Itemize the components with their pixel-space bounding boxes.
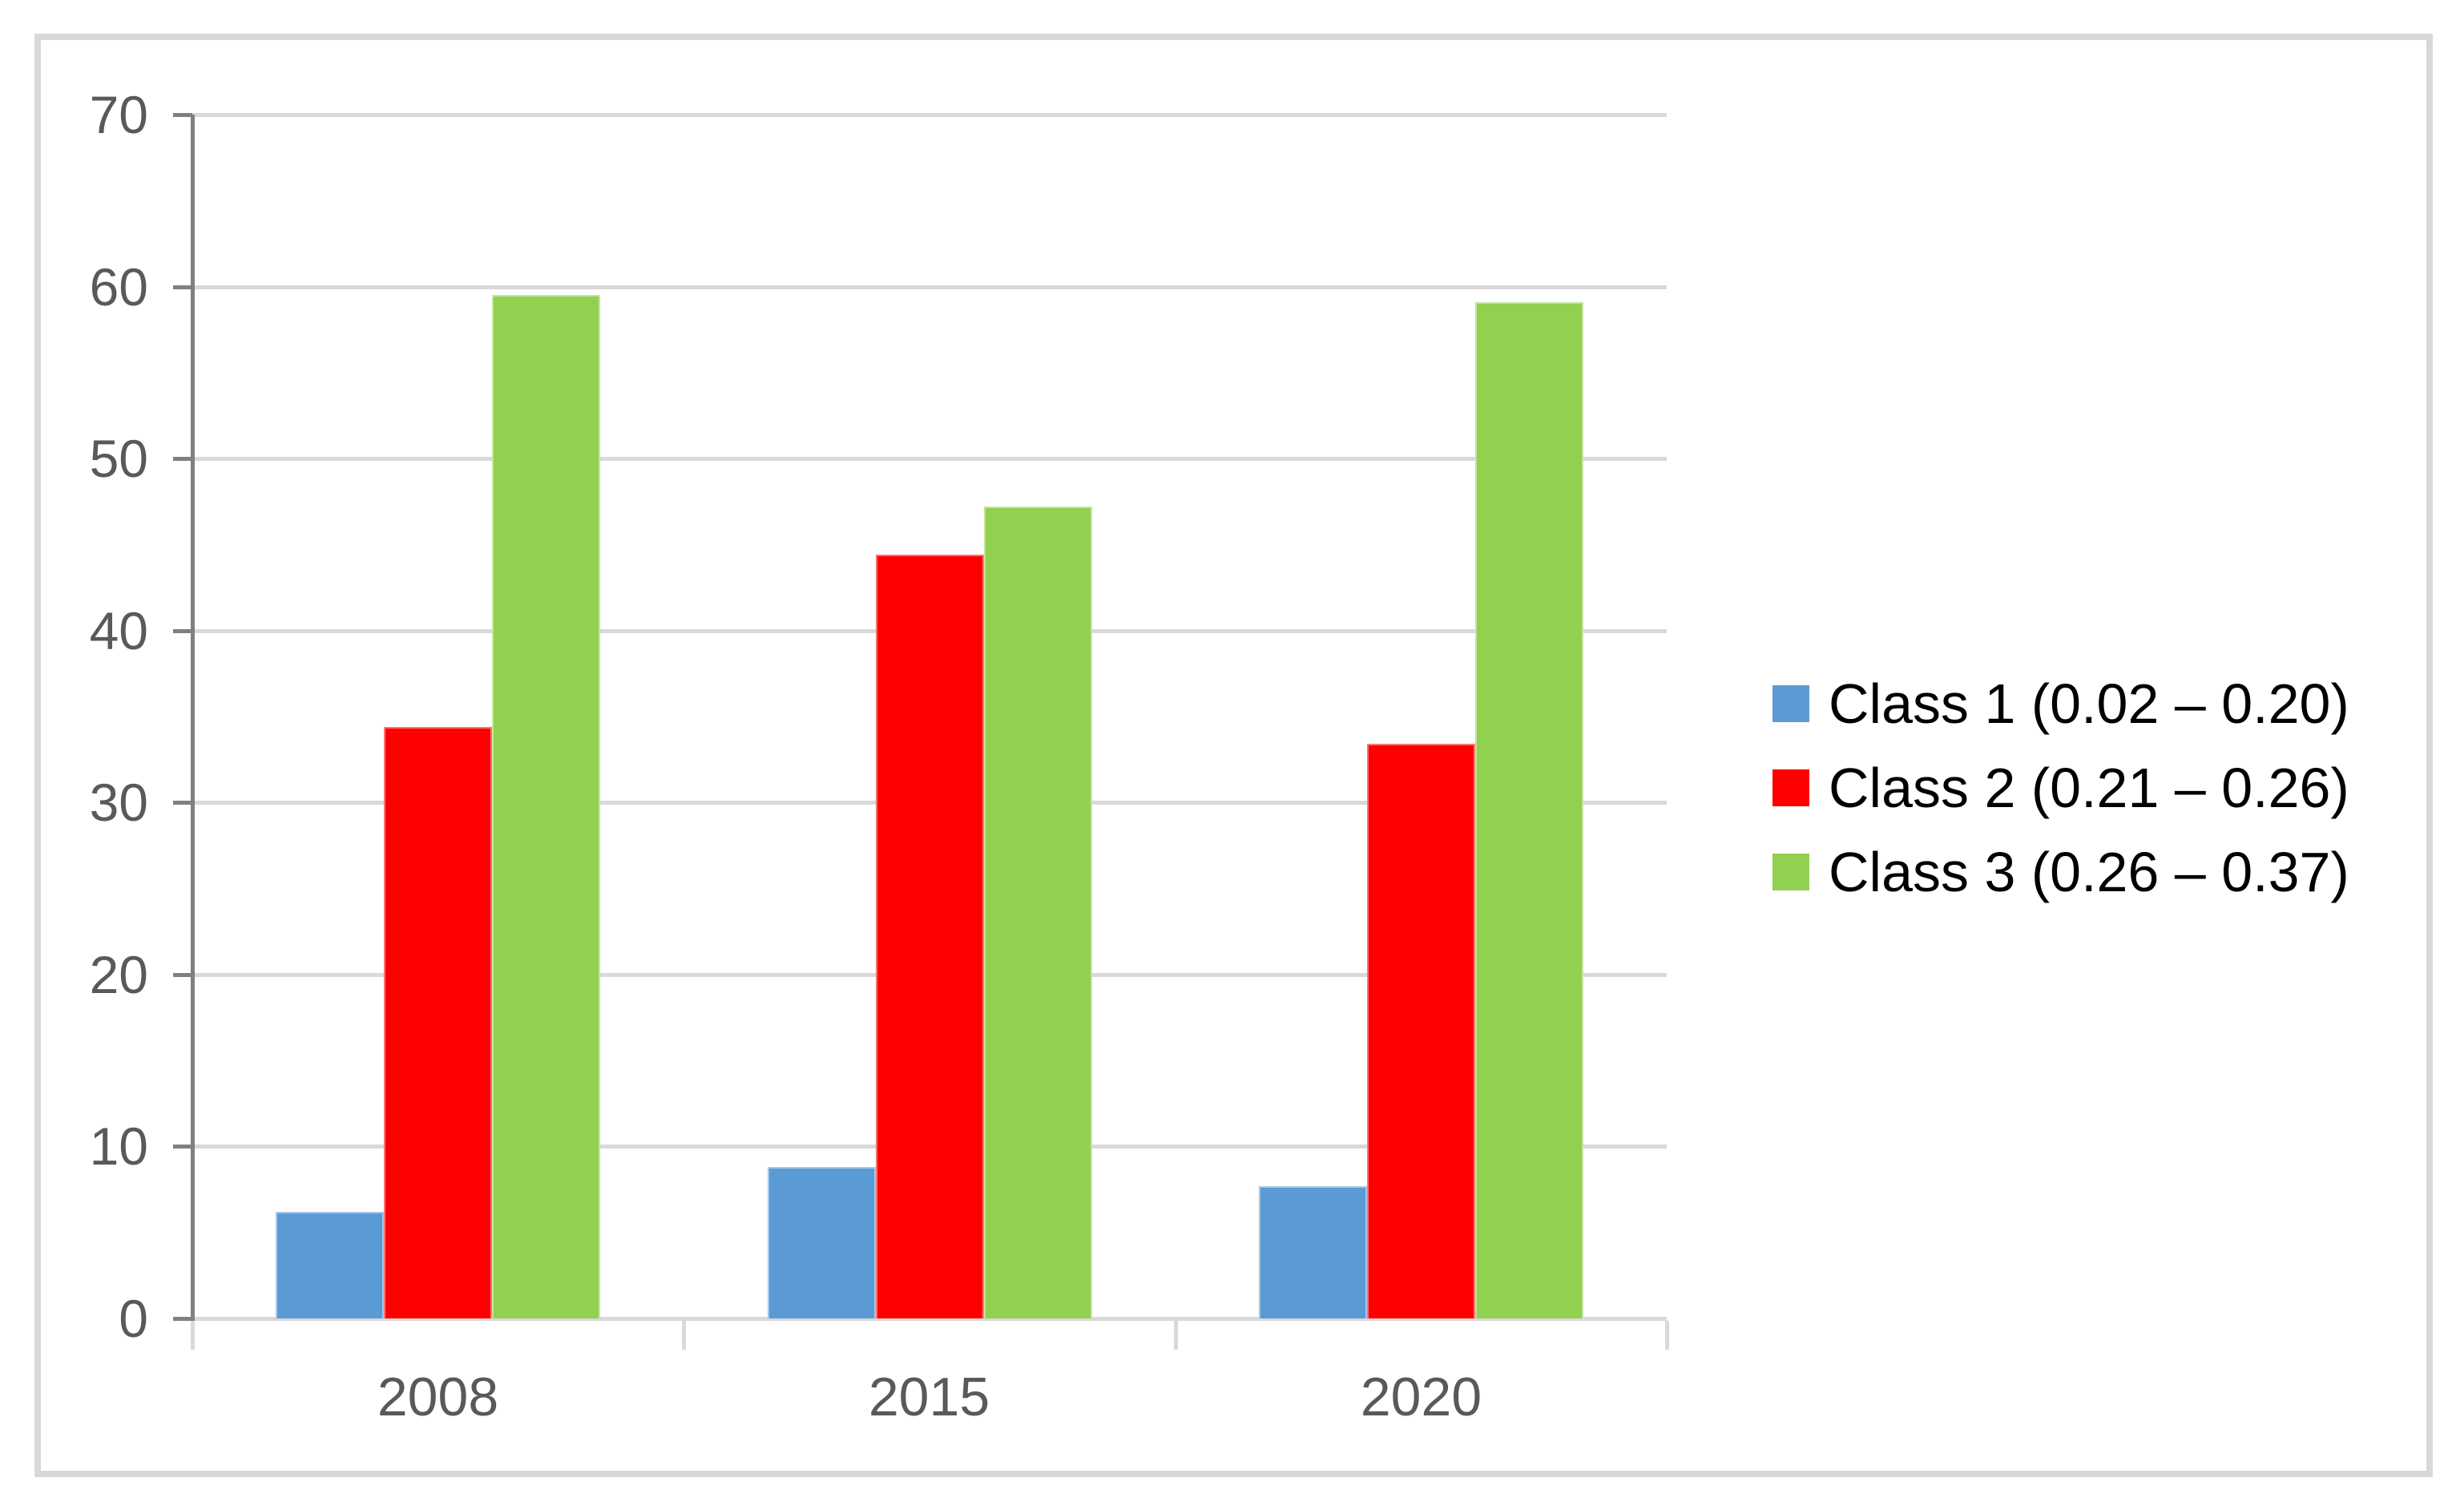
x-axis-tick <box>1174 1321 1178 1350</box>
x-axis-tick <box>682 1321 686 1350</box>
bar-2008-series-2[interactable] <box>384 727 492 1318</box>
gridline <box>192 113 1667 117</box>
y-axis-tick <box>173 629 192 633</box>
y-axis-tick <box>173 1317 192 1321</box>
y-axis-tick <box>173 457 192 461</box>
legend-swatch-icon <box>1772 769 1809 806</box>
y-axis-label: 50 <box>89 429 148 488</box>
y-axis-label: 30 <box>89 773 148 832</box>
y-axis-label: 70 <box>89 85 148 144</box>
y-axis-label: 20 <box>89 945 148 1004</box>
legend-label: Class 1 (0.02 – 0.20) <box>1829 672 2349 735</box>
x-axis-line <box>192 1317 1667 1321</box>
bar-2015-series-3[interactable] <box>984 507 1092 1318</box>
x-axis-tick <box>1665 1321 1669 1350</box>
gridline <box>192 457 1667 461</box>
bar-2020-series-2[interactable] <box>1367 744 1475 1318</box>
legend-swatch-icon <box>1772 854 1809 890</box>
legend-swatch-icon <box>1772 685 1809 722</box>
x-axis-tick <box>191 1321 195 1350</box>
x-axis-label: 2008 <box>377 1367 499 1427</box>
y-axis-tick <box>173 113 192 117</box>
y-axis-tick <box>173 973 192 977</box>
legend-label: Class 2 (0.21 – 0.26) <box>1829 757 2349 819</box>
x-axis-label: 2020 <box>1360 1367 1482 1427</box>
bar-2015-series-2[interactable] <box>876 555 984 1318</box>
y-axis-label: 40 <box>89 601 148 660</box>
legend-item-3[interactable]: Class 3 (0.26 – 0.37) <box>1772 844 2349 900</box>
y-axis-line <box>191 115 195 1321</box>
y-axis-label: 10 <box>89 1116 148 1176</box>
bar-2020-series-3[interactable] <box>1475 302 1583 1318</box>
y-axis-label: 0 <box>119 1289 148 1348</box>
y-axis-tick <box>173 801 192 805</box>
legend-label: Class 3 (0.26 – 0.37) <box>1829 841 2349 903</box>
y-axis-tick <box>173 1145 192 1149</box>
bar-2008-series-3[interactable] <box>492 295 600 1318</box>
bar-2008-series-1[interactable] <box>276 1212 384 1318</box>
legend-item-2[interactable]: Class 2 (0.21 – 0.26) <box>1772 760 2349 816</box>
gridline <box>192 285 1667 289</box>
bar-2020-series-1[interactable] <box>1259 1186 1367 1318</box>
bar-2015-series-1[interactable] <box>768 1167 876 1318</box>
x-axis-label: 2015 <box>868 1367 990 1427</box>
legend-item-1[interactable]: Class 1 (0.02 – 0.20) <box>1772 676 2349 732</box>
y-axis-tick <box>173 285 192 289</box>
y-axis-label: 60 <box>89 257 148 317</box>
